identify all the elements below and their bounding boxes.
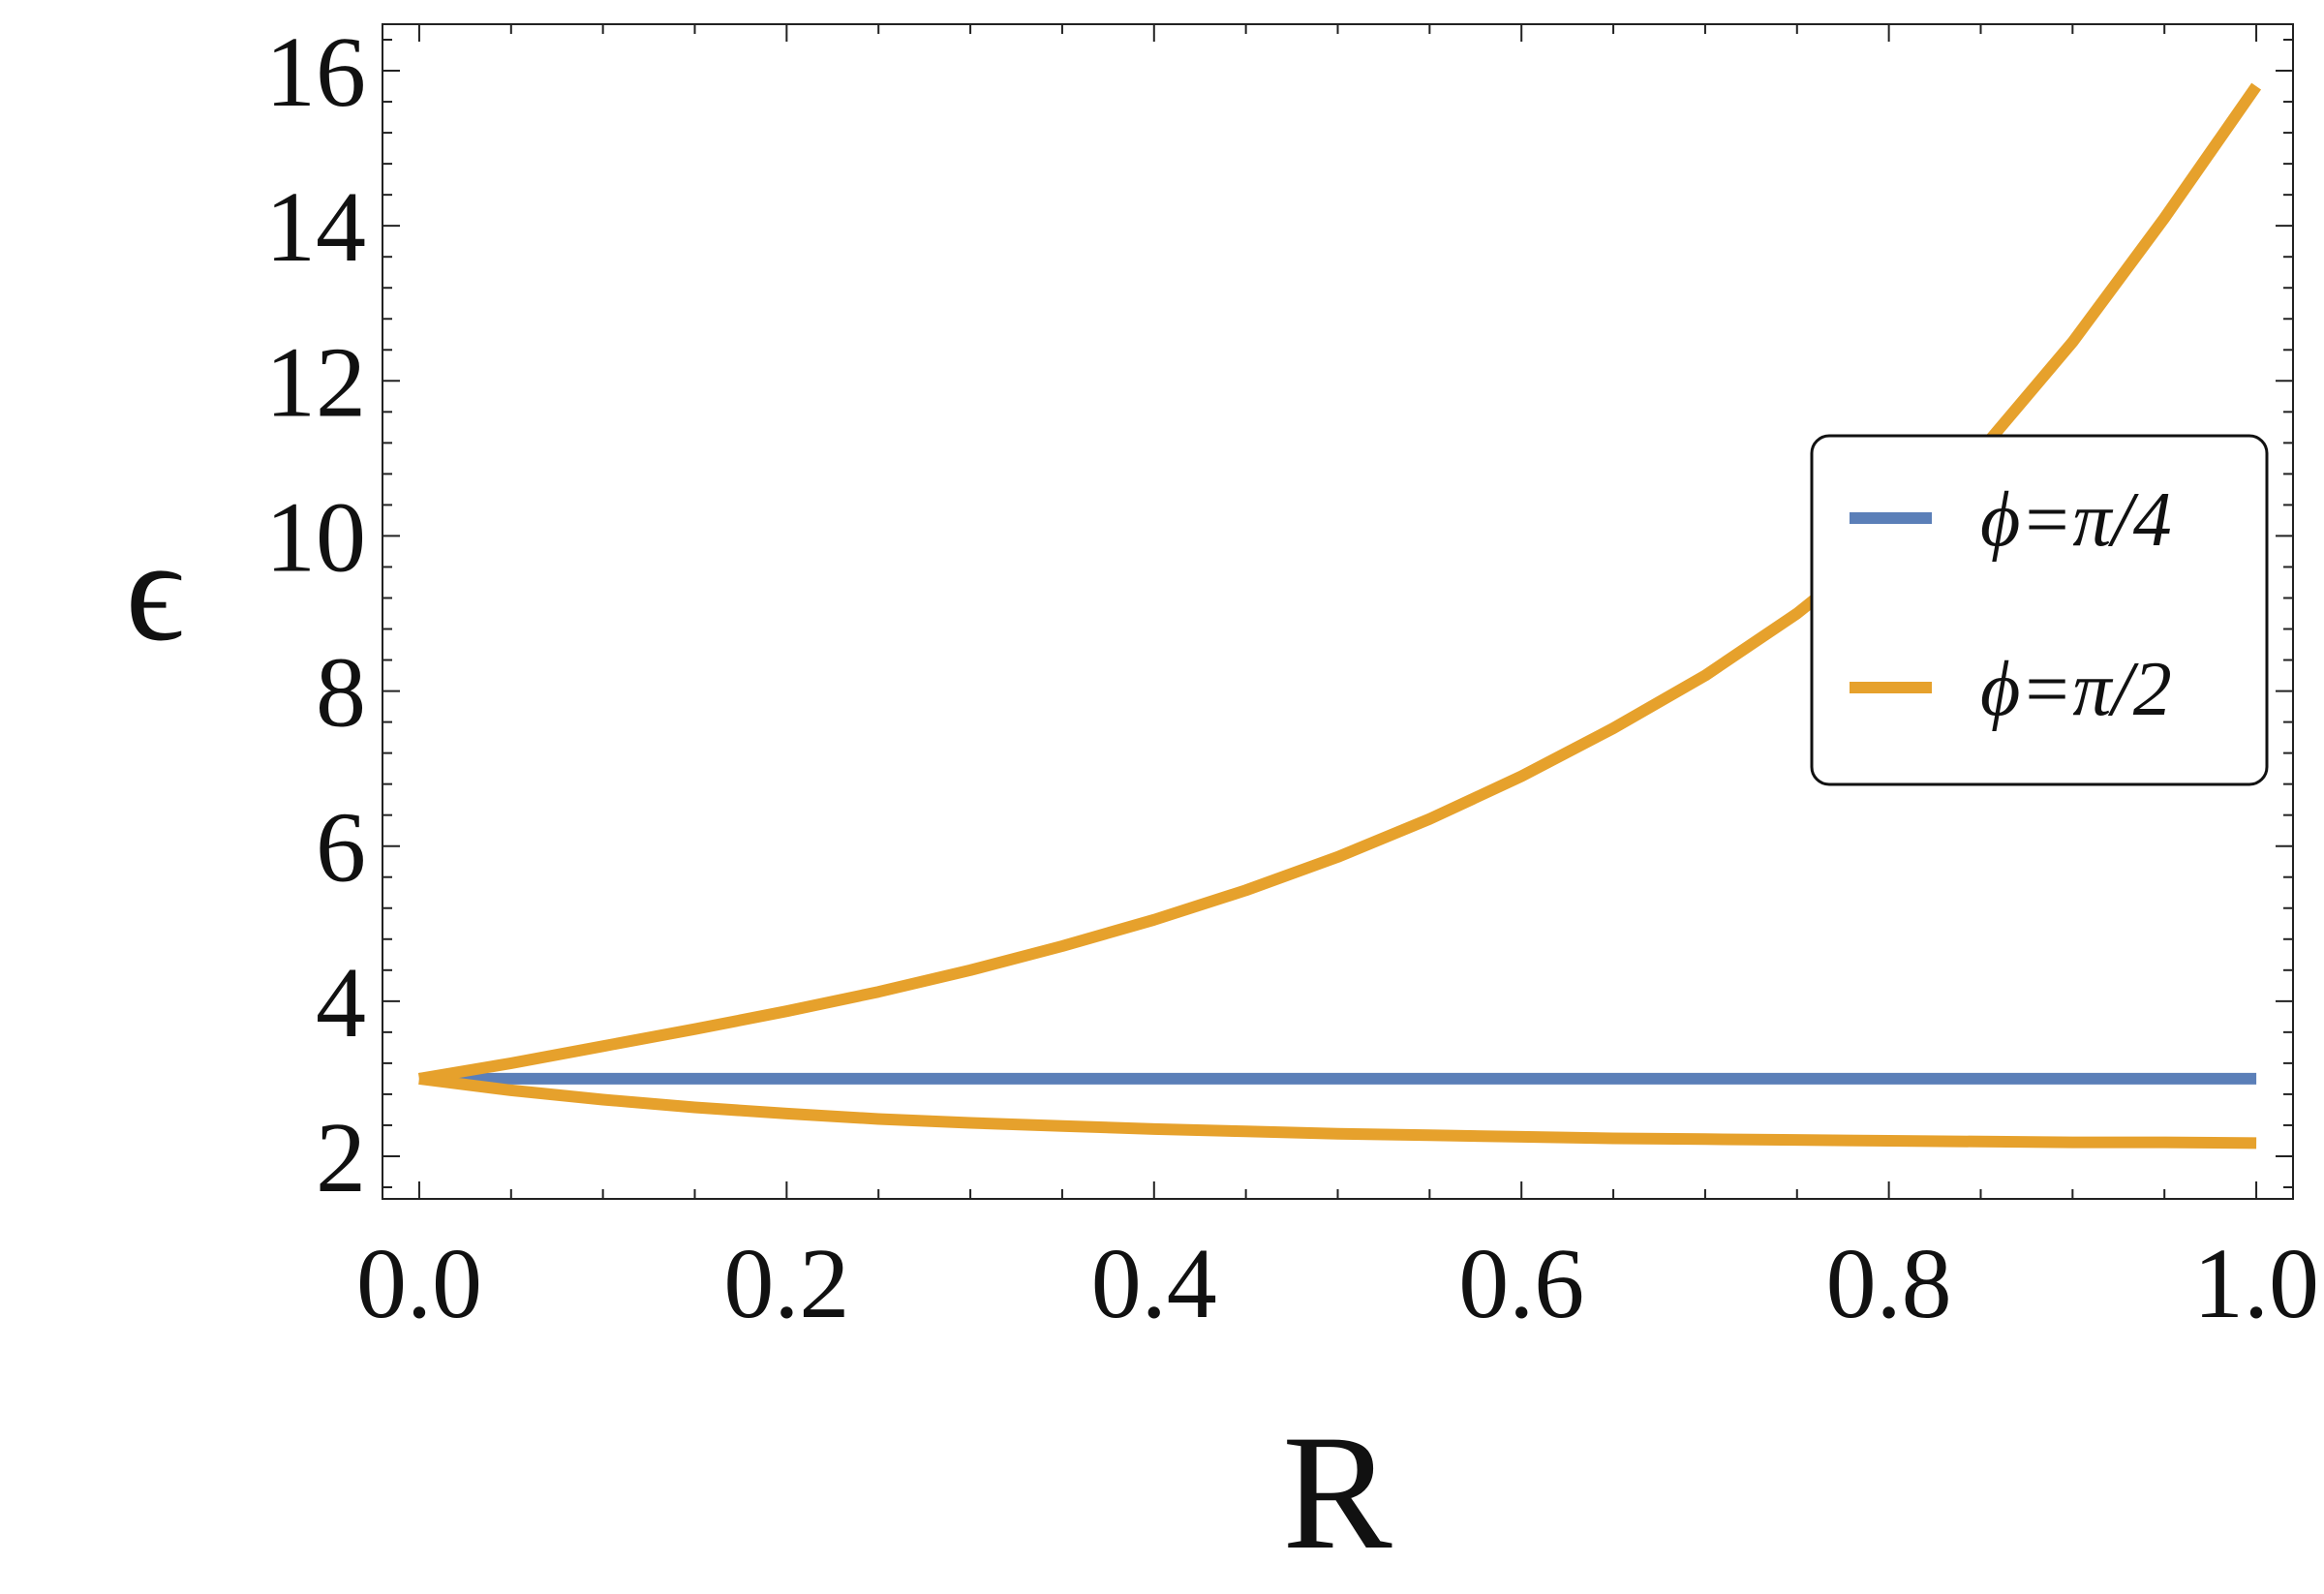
x-tick-label: 0.0	[356, 1228, 482, 1339]
legend-label: ϕ=π/2	[1980, 647, 2172, 732]
y-tick-label: 2	[316, 1102, 366, 1213]
x-tick-label: 0.2	[723, 1228, 849, 1339]
y-tick-label: 6	[316, 792, 366, 904]
x-tick-label: 0.4	[1091, 1228, 1217, 1339]
x-tick-label: 0.8	[1826, 1228, 1952, 1339]
legend: ϕ=π/4 ϕ=π/2	[1810, 434, 2269, 786]
y-tick-label: 12	[265, 326, 366, 438]
legend-label: ϕ=π/4	[1980, 477, 2172, 563]
y-tick-label: 8	[316, 637, 366, 749]
series-line-3	[418, 1072, 2257, 1150]
ticks	[382, 24, 2293, 1199]
y-tick-label: 16	[265, 16, 366, 128]
x-axis-label: R	[1282, 1401, 1392, 1583]
tick-labels: 0.0 0.2 0.4 0.6 0.8 1.0 2 4 6 8 10 12 14 16	[265, 16, 2319, 1339]
y-tick-label: 10	[265, 481, 366, 593]
y-axis-label: ϵ	[126, 510, 185, 671]
y-tick-label: 14	[265, 171, 366, 283]
x-tick-label: 1.0	[2193, 1228, 2319, 1339]
x-tick-label: 0.6	[1458, 1228, 1584, 1339]
y-tick-label: 4	[316, 947, 366, 1058]
